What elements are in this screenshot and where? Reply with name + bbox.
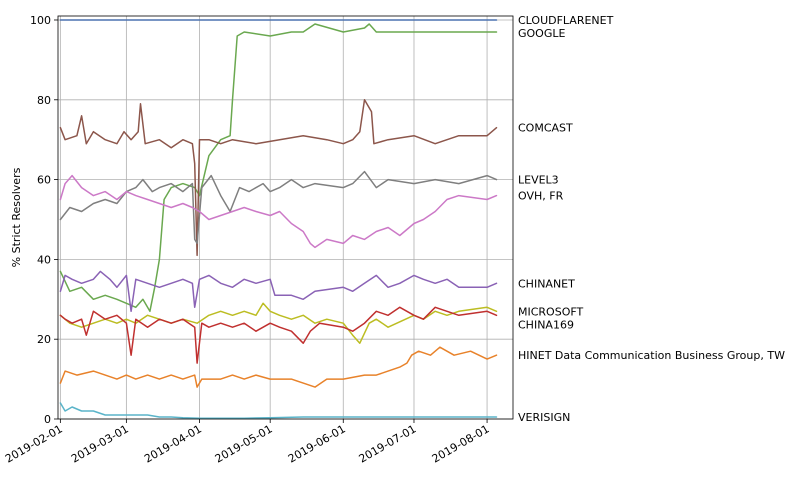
y-tick-label: 60 [37, 174, 51, 187]
series-line [59, 346, 498, 388]
series-end-label: CHINA169 [518, 318, 574, 331]
x-tick-label: 2019-07-01 [357, 422, 419, 465]
x-tick-label: 2019-04-01 [142, 422, 204, 465]
series-end-label: CHINANET [518, 277, 575, 290]
series-line [59, 174, 498, 249]
x-tick-label: 2019-02-01 [3, 422, 65, 465]
series-end-label: COMCAST [518, 122, 573, 135]
series-line [59, 402, 498, 419]
y-tick-label: 100 [30, 14, 51, 27]
y-tick-label: 80 [37, 94, 51, 107]
x-tick-label: 2019-06-01 [286, 422, 348, 465]
series-line [59, 170, 498, 245]
plot-frame [57, 15, 514, 420]
series-line [59, 99, 498, 257]
series-end-label: LEVEL3 [518, 174, 559, 187]
x-tick-label: 2019-03-01 [69, 422, 131, 465]
series-line [59, 306, 498, 364]
series-end-label: CLOUDFLARENET [518, 14, 614, 27]
series-end-label: OVH, FR [518, 190, 564, 203]
series-line [59, 270, 498, 313]
series-end-label: GOOGLE [518, 27, 565, 40]
y-axis-label: % Strict Resolvers [10, 167, 23, 267]
series-line [59, 23, 498, 313]
series-line [59, 302, 498, 344]
series-end-label: HINET Data Communication Business Group,… [518, 349, 785, 362]
series-layer [59, 19, 498, 419]
y-tick-label: 20 [37, 333, 51, 346]
series-end-label: MICROSOFT [518, 305, 583, 318]
tick-layer: 0 20 40 60 80 100 2019-02-01 2019-03-01 2019-04-… [3, 14, 492, 466]
y-tick-label: 0 [44, 413, 51, 426]
x-tick-label: 2019-08-01 [430, 422, 492, 465]
series-end-label: VERISIGN [518, 411, 570, 424]
x-tick-label: 2019-05-01 [213, 422, 275, 465]
y-tick-label: 40 [37, 253, 51, 266]
